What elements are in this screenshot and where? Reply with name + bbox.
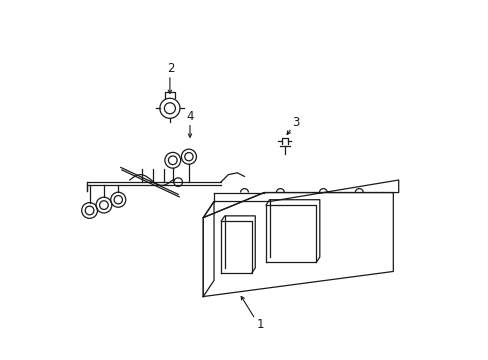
Text: 3: 3: [291, 116, 299, 129]
Text: 2: 2: [167, 62, 174, 75]
Text: 4: 4: [186, 111, 193, 123]
Text: 1: 1: [256, 318, 264, 331]
